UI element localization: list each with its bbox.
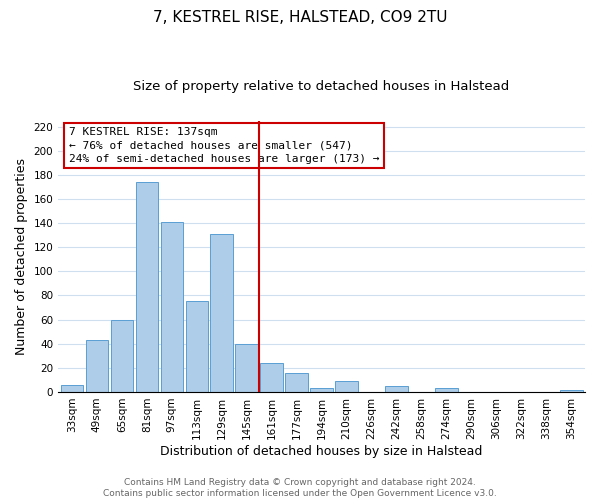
Bar <box>435 388 458 392</box>
Bar <box>86 340 108 392</box>
Bar <box>286 372 308 392</box>
Text: 7 KESTREL RISE: 137sqm
← 76% of detached houses are smaller (547)
24% of semi-de: 7 KESTREL RISE: 137sqm ← 76% of detached… <box>69 128 379 164</box>
Text: 7, KESTREL RISE, HALSTEAD, CO9 2TU: 7, KESTREL RISE, HALSTEAD, CO9 2TU <box>153 10 447 25</box>
Bar <box>235 344 258 392</box>
Text: Contains HM Land Registry data © Crown copyright and database right 2024.
Contai: Contains HM Land Registry data © Crown c… <box>103 478 497 498</box>
X-axis label: Distribution of detached houses by size in Halstead: Distribution of detached houses by size … <box>160 444 483 458</box>
Bar <box>185 302 208 392</box>
Bar <box>110 320 133 392</box>
Bar <box>335 381 358 392</box>
Bar <box>211 234 233 392</box>
Bar <box>560 390 583 392</box>
Bar <box>161 222 183 392</box>
Bar <box>260 363 283 392</box>
Bar <box>385 386 408 392</box>
Bar <box>136 182 158 392</box>
Title: Size of property relative to detached houses in Halstead: Size of property relative to detached ho… <box>133 80 510 93</box>
Bar <box>61 384 83 392</box>
Bar <box>310 388 333 392</box>
Y-axis label: Number of detached properties: Number of detached properties <box>15 158 28 355</box>
